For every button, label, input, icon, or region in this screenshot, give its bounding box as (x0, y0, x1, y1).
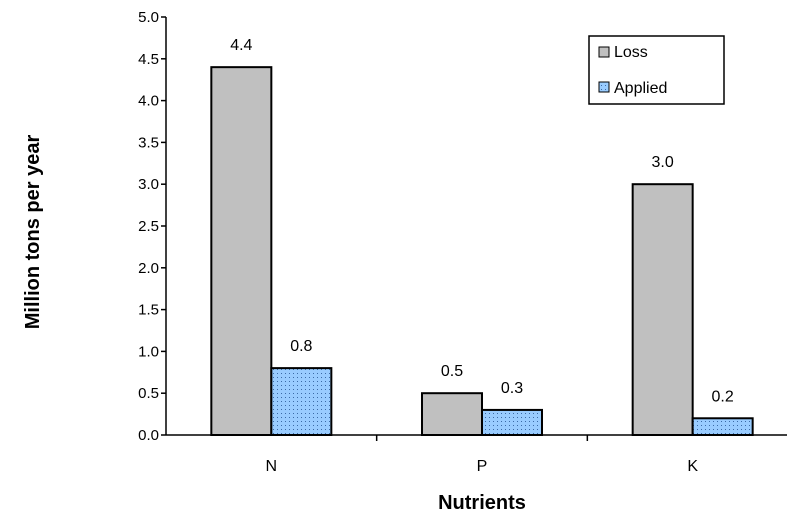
x-category-label: K (687, 458, 698, 475)
y-tick-label: 1.0 (138, 343, 159, 360)
bar-loss-k (631, 183, 694, 436)
y-axis-title: Million tons per year (22, 135, 44, 330)
legend: Loss Applied (588, 35, 725, 105)
data-label-applied-p: 0.3 (501, 380, 523, 397)
y-tick-label: 2.0 (138, 260, 159, 277)
legend-swatch-loss (598, 46, 610, 58)
data-label-applied-n: 0.8 (290, 338, 312, 355)
legend-label-loss: Loss (614, 44, 648, 61)
bar-applied-n (270, 367, 333, 436)
bar-loss-p (421, 392, 483, 437)
data-labels: 4.4 0.5 3.0 0.8 0.3 0.2 (230, 37, 734, 405)
legend-box (588, 35, 725, 105)
y-tick-label: 0.5 (138, 385, 159, 402)
y-tick-label: 3.5 (138, 134, 159, 151)
y-tick-label: 3.0 (138, 176, 159, 193)
bar-applied-p (481, 408, 543, 437)
bars (210, 66, 754, 437)
data-label-loss-p: 0.5 (441, 363, 463, 380)
legend-swatch-applied (598, 81, 610, 93)
y-tick-label: 5.0 (138, 9, 159, 26)
y-tick-label: 4.5 (138, 51, 159, 68)
bar-loss-n (210, 66, 273, 436)
bar-applied-k (691, 417, 754, 436)
y-tick-label: 0.0 (138, 427, 159, 444)
y-tick-label: 1.5 (138, 302, 159, 319)
data-label-loss-k: 3.0 (652, 154, 674, 171)
x-category-label: N (266, 458, 278, 475)
x-axis-title: Nutrients (438, 492, 526, 514)
legend-label-applied: Applied (614, 80, 667, 97)
y-tick-label: 4.0 (138, 93, 159, 110)
y-tick-label: 2.5 (138, 218, 159, 235)
data-label-loss-n: 4.4 (230, 37, 252, 54)
x-category-label: P (477, 458, 488, 475)
data-label-applied-k: 0.2 (712, 388, 734, 405)
y-ticks: 0.0 0.5 1.0 1.5 2.0 2.5 3.0 3.5 4.0 4.5 5.0 (138, 9, 166, 444)
